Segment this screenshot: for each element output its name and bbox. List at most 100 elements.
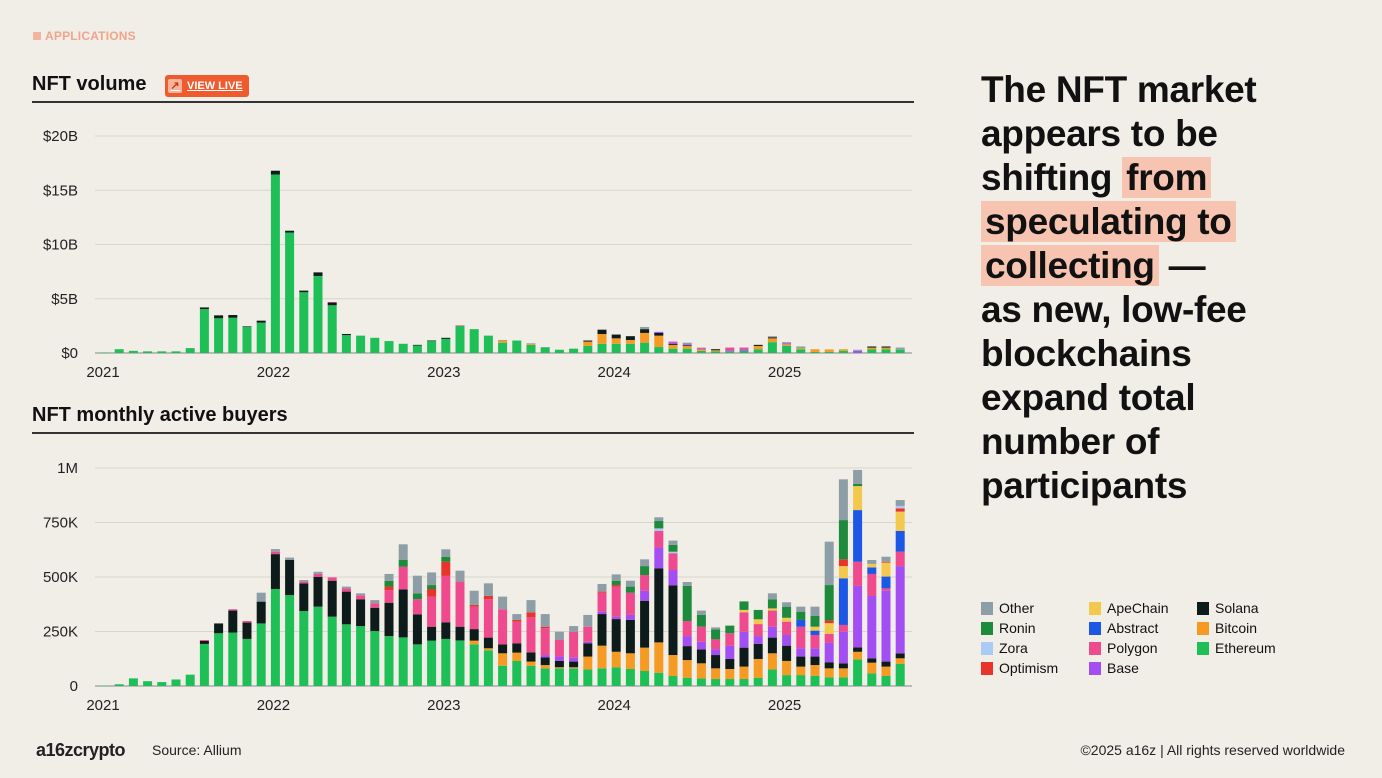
bar-segment-other	[824, 541, 834, 586]
bar-segment-ronin	[427, 585, 437, 589]
bar-segment-ethereum	[782, 345, 792, 353]
legend-item-base: Base	[1089, 660, 1197, 676]
bar-segment-bitcoin	[654, 335, 664, 348]
bar-segment-ethereum	[625, 668, 635, 686]
bar-segment-ethereum	[455, 640, 465, 686]
bar-segment-bitcoin	[625, 653, 635, 669]
bar-segment-ethereum	[611, 667, 621, 686]
bar-segment-bitcoin	[796, 666, 806, 676]
bar-segment-ronin	[824, 585, 834, 621]
bar-segment-apechain	[824, 623, 834, 634]
legend-label: Solana	[1215, 600, 1259, 616]
bar-segment-other	[867, 559, 877, 564]
bar-segment-ethereum	[853, 659, 863, 686]
legend-item-ethereum: Ethereum	[1197, 640, 1305, 656]
bar-segment-solana	[327, 580, 337, 617]
bar-segment-solana	[242, 326, 252, 328]
headline-text: number of	[981, 421, 1160, 462]
bar-segment-bitcoin	[597, 645, 607, 669]
bar-segment-ethereum	[512, 660, 522, 686]
bar-segment-ethereum	[796, 675, 806, 686]
bar-segment-ethereum	[412, 345, 422, 353]
legend-swatch	[1197, 601, 1209, 615]
bar-segment-ethereum	[611, 343, 621, 353]
x-tick-label: 2024	[598, 364, 631, 381]
bar-segment-ronin	[640, 566, 650, 576]
headline-line: expand total	[981, 376, 1256, 420]
bar-segment-abstract	[881, 576, 891, 589]
bar-segment-ethereum	[696, 350, 706, 353]
bar-segment-polygon	[782, 621, 792, 635]
bar-segment-ethereum	[725, 351, 735, 353]
bar-segment-ethereum	[583, 345, 593, 353]
bar-segment-ethereum	[370, 337, 380, 353]
bar-segment-other	[853, 469, 863, 484]
bar-segment-other	[640, 559, 650, 567]
headline-line: speculating to	[981, 200, 1256, 244]
x-tick-label: 2022	[257, 364, 290, 381]
bar-segment-base	[569, 657, 579, 662]
legend: Other ApeChain Solana Ronin Abstract Bitcoin Z…	[981, 600, 1305, 676]
bar-segment-ronin	[753, 609, 763, 620]
bar-segment-bitcoin	[725, 668, 735, 680]
bar-segment-polygon	[739, 612, 749, 632]
bar-segment-polygon	[469, 606, 479, 630]
headline-highlight: collecting	[981, 245, 1159, 286]
bar-segment-ethereum	[739, 350, 749, 353]
bar-segment-optimism	[384, 586, 394, 591]
bar-segment-other	[441, 549, 451, 557]
bar-segment-ethereum	[682, 348, 692, 353]
bar-segment-ethereum	[441, 638, 451, 686]
bar-segment-optimism	[526, 612, 536, 618]
bar-segment-bitcoin	[824, 668, 834, 678]
bar-segment-ethereum	[469, 644, 479, 686]
bar-segment-other	[498, 339, 508, 341]
x-tick-label: 2021	[86, 697, 119, 714]
bar-segment-solana	[711, 655, 721, 669]
bar-segment-solana	[682, 345, 692, 347]
bar-segment-bitcoin	[554, 667, 564, 669]
bar-segment-ethereum	[824, 677, 834, 686]
bar-segment-ethereum	[185, 674, 195, 686]
bar-segment-other	[767, 593, 777, 600]
bar-segment-bitcoin	[881, 347, 891, 350]
bar-segment-ronin	[711, 629, 721, 640]
bar-segment-bitcoin	[583, 656, 593, 670]
bar-segment-polygon	[725, 347, 735, 351]
bar-segment-base	[739, 631, 749, 648]
bar-segment-other	[341, 586, 351, 589]
bar-segment-bitcoin	[767, 653, 777, 670]
bar-segment-solana	[455, 626, 465, 641]
bar-segment-base	[824, 642, 834, 663]
bar-segment-ethereum	[128, 350, 138, 353]
view-live-button[interactable]: ↗ VIEW LIVE	[165, 75, 249, 97]
bar-segment-polygon	[739, 347, 749, 350]
bar-segment-other	[711, 627, 721, 630]
bar-segment-bitcoin	[469, 640, 479, 645]
bar-segment-solana	[711, 349, 721, 351]
bar-segment-polygon	[199, 640, 209, 641]
bar-segment-ethereum	[384, 636, 394, 686]
bar-segment-bitcoin	[895, 658, 905, 664]
bar-segment-ethereum	[128, 678, 138, 686]
bar-segment-bitcoin	[711, 350, 721, 352]
bar-segment-polygon	[711, 639, 721, 650]
bar-segment-polygon	[228, 609, 238, 611]
bar-segment-ethereum	[114, 684, 124, 686]
bar-segment-ethereum	[810, 351, 820, 353]
bar-segment-bitcoin	[498, 653, 508, 666]
bar-segment-ronin	[384, 580, 394, 587]
bar-segment-solana	[867, 658, 877, 663]
legend-swatch	[981, 641, 993, 655]
bar-segment-optimism	[881, 561, 891, 563]
bar-segment-ronin	[611, 580, 621, 586]
bar-segment-ethereum	[356, 626, 366, 686]
bar-segment-ethereum	[540, 668, 550, 686]
bar-segment-ethereum	[427, 640, 437, 686]
bar-segment-base	[696, 641, 706, 650]
arrow-up-right-icon: ↗	[168, 79, 182, 93]
bar-segment-bitcoin	[654, 642, 664, 673]
legend-swatch	[1089, 621, 1101, 635]
bar-segment-solana	[696, 649, 706, 664]
bar-segment-ethereum	[171, 679, 181, 686]
